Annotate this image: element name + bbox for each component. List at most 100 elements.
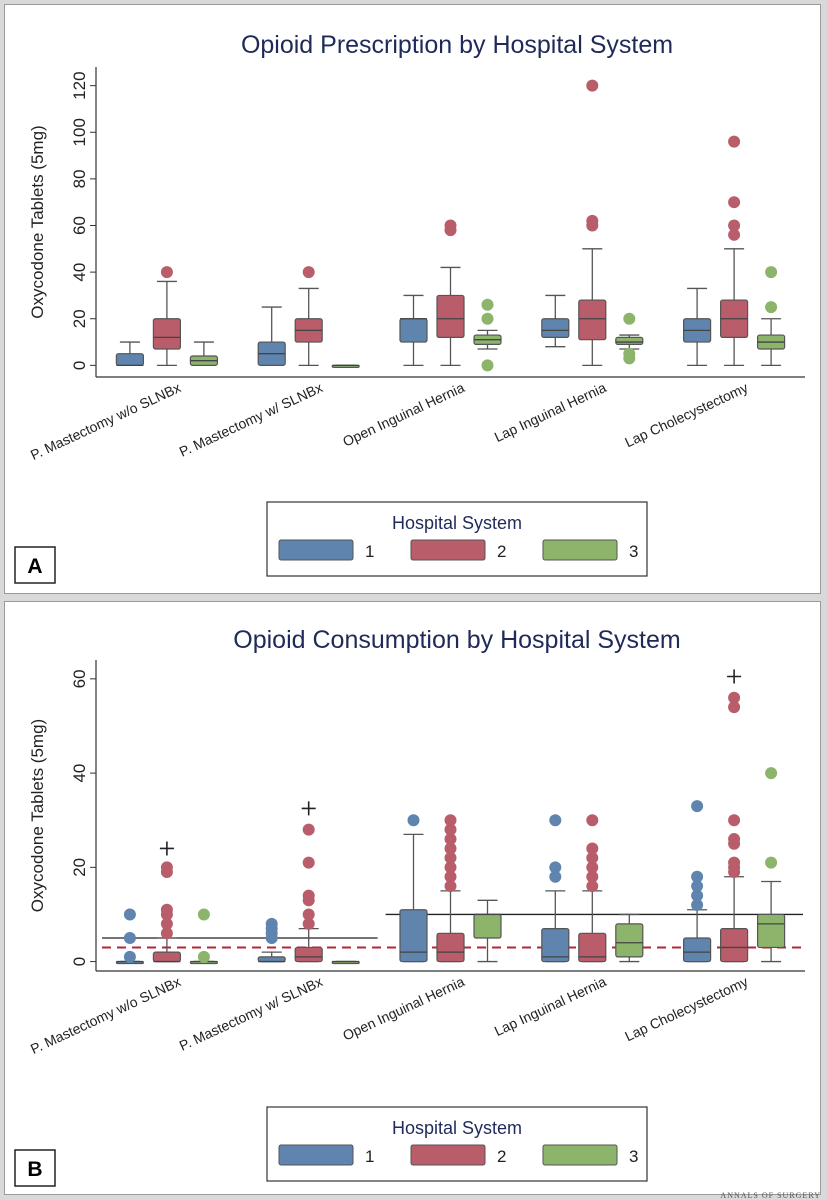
outlier-point (444, 219, 457, 232)
box-group-1 (115, 908, 145, 965)
outlier-point (444, 870, 457, 883)
box-group-2 (578, 814, 607, 963)
legend-label-2: 2 (497, 542, 506, 561)
box-group-3 (756, 266, 786, 366)
outlier-point (123, 932, 136, 945)
x-category-label: P. Mastectomy w/o SLNBx (28, 379, 183, 463)
outlier-point (728, 691, 741, 704)
outlier-point (302, 889, 315, 902)
y-tick-label: 20 (70, 309, 89, 328)
outlier-point (444, 842, 457, 855)
iqr-box (541, 318, 570, 338)
legend-swatch-3 (542, 539, 618, 561)
box-group-1 (682, 287, 712, 366)
y-tick-label: 40 (70, 263, 89, 282)
legend-swatch-1 (278, 1144, 354, 1166)
outlier-point (691, 889, 704, 902)
legend-label-3: 3 (629, 1147, 638, 1166)
box-group-1 (115, 341, 145, 366)
outlier-point (481, 359, 494, 372)
outlier-point (623, 312, 636, 325)
box-group-3 (615, 312, 644, 365)
outlier-point (728, 833, 741, 846)
box-group-1 (399, 294, 428, 366)
legend-swatch-2 (410, 1144, 486, 1166)
box-group-1 (257, 306, 286, 366)
outlier-point (444, 851, 457, 864)
outlier-point (765, 266, 778, 279)
box-group-3 (331, 960, 360, 965)
box-group-1 (257, 917, 286, 963)
outlier-point (586, 880, 599, 893)
x-category-label: P. Mastectomy w/ SLNBx (177, 973, 325, 1053)
iqr-box (115, 353, 145, 366)
box-group-3 (473, 899, 502, 963)
outlier-point (197, 950, 210, 963)
legend-title: Hospital System (392, 513, 522, 533)
y-tick-label: 60 (70, 669, 89, 688)
y-tick-label: 40 (70, 764, 89, 783)
legend-swatch-1 (278, 539, 354, 561)
outlier-point (123, 950, 136, 963)
extreme-plus-marker (727, 669, 742, 684)
y-axis-label: Oxycodone Tablets (5mg) (28, 719, 47, 912)
iqr-box (257, 956, 286, 963)
legend-swatch-3 (542, 1144, 618, 1166)
x-category-label: Open Inguinal Hernia (340, 379, 467, 450)
box-group-3 (331, 364, 360, 368)
chart-title: Opioid Prescription by Hospital System (241, 31, 673, 59)
iqr-box (436, 294, 465, 338)
legend-label-2: 2 (497, 1147, 506, 1166)
box-group-1 (541, 814, 570, 963)
outlier-point (728, 228, 741, 241)
outlier-point (728, 219, 741, 232)
x-category-label: P. Mastectomy w/ SLNBx (177, 379, 325, 459)
legend-label-1: 1 (365, 542, 374, 561)
outlier-point (444, 880, 457, 893)
outlier-point (586, 79, 599, 92)
outlier-point (160, 861, 173, 874)
iqr-box (719, 927, 749, 963)
x-category-label: Open Inguinal Hernia (340, 973, 467, 1044)
box-group-3 (473, 298, 502, 372)
outlier-point (586, 814, 599, 827)
outlier-point (265, 917, 278, 930)
box-group-3 (615, 913, 644, 963)
prescription-chart: Opioid Prescription by Hospital System 0 2… (14, 31, 805, 584)
y-tick-label: 80 (70, 169, 89, 188)
outlier-point (481, 298, 494, 311)
panel-letter: B (27, 1158, 42, 1181)
iqr-box (399, 909, 428, 963)
chart-title: Opioid Consumption by Hospital System (233, 626, 680, 654)
outlier-point (623, 347, 636, 360)
outlier-point (160, 903, 173, 916)
iqr-box (682, 937, 712, 963)
outlier-point (302, 917, 315, 930)
panel-letter: A (27, 555, 42, 578)
panel-letter-box (14, 546, 56, 584)
box-group-1 (541, 294, 570, 348)
outlier-point (444, 823, 457, 836)
box-group-1 (399, 814, 428, 963)
box-group-2 (294, 801, 323, 963)
iqr-box (578, 932, 607, 963)
outlier-point (444, 814, 457, 827)
panel-a: Opioid Prescription by Hospital System 0 2… (4, 4, 821, 594)
box-group-2 (578, 79, 607, 366)
outlier-point (481, 312, 494, 325)
legend-label-1: 1 (365, 1147, 374, 1166)
extreme-plus-marker (159, 841, 174, 856)
box-group-2 (436, 219, 465, 366)
outlier-point (302, 823, 315, 836)
iqr-box (399, 318, 428, 343)
outlier-point (691, 870, 704, 883)
outlier-point (765, 856, 778, 869)
outlier-point (123, 908, 136, 921)
outlier-point (586, 214, 599, 227)
legend-title: Hospital System (392, 1118, 522, 1138)
iqr-box (541, 927, 570, 963)
outlier-point (160, 266, 173, 279)
outlier-point (444, 861, 457, 874)
box-group-2 (719, 135, 749, 366)
iqr-box (294, 946, 323, 963)
